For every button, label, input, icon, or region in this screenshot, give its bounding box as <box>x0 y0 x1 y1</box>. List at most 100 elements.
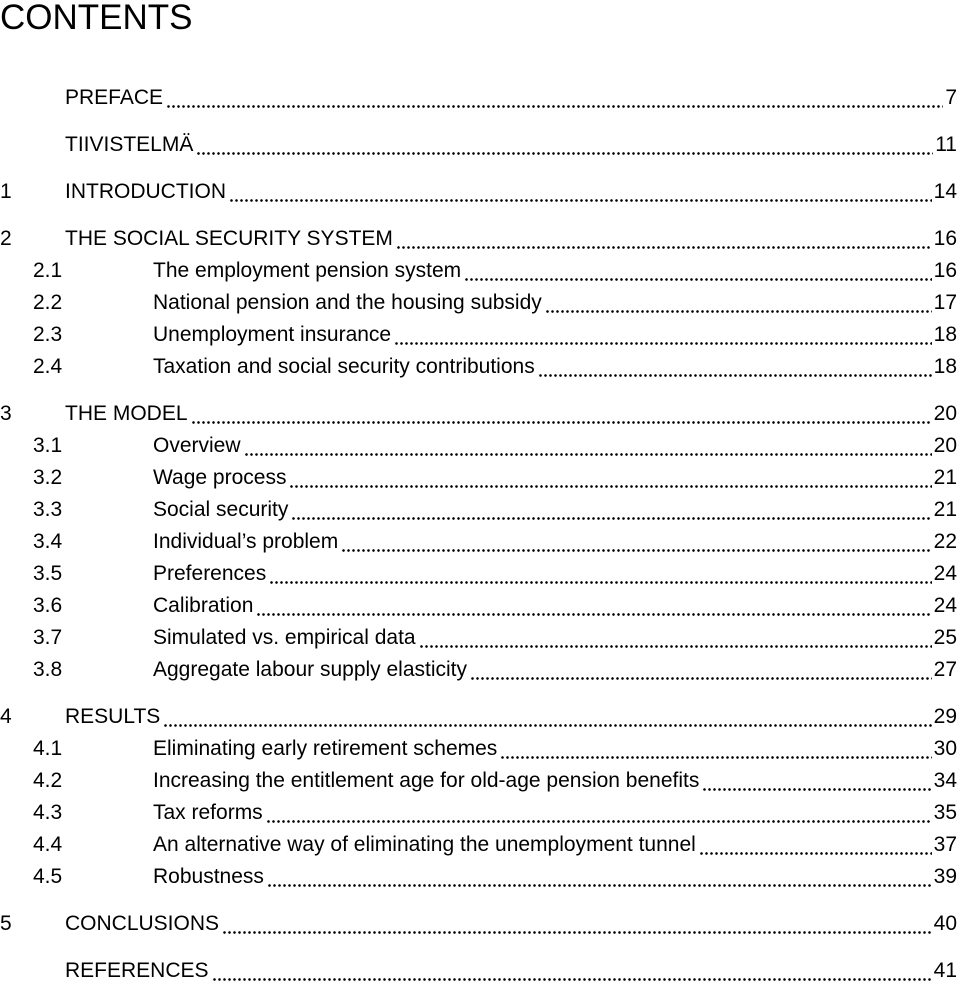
page-number: 21 <box>933 498 957 521</box>
entry-number: 3.8 <box>33 658 63 681</box>
entry-title: REFERENCES <box>65 959 209 982</box>
entry-title: Calibration <box>153 594 254 617</box>
dot-leader <box>464 278 932 281</box>
dot-leader <box>265 820 932 823</box>
dot-leader <box>470 677 932 680</box>
toc-section: 3.6 Calibration 24 <box>0 594 957 622</box>
entry-title: Tax reforms <box>153 801 263 824</box>
entry-title: National pension and the housing subsidy <box>153 291 542 314</box>
entry-title: Wage process <box>153 466 287 489</box>
toc-entry: 4 RESULTS 29 <box>0 705 957 733</box>
toc-entry: 5 CONCLUSIONS 40 <box>0 912 957 940</box>
entry-number: 2.2 <box>33 291 63 314</box>
toc-entry: PREFACE 7 <box>0 86 957 114</box>
page-number: 17 <box>933 291 957 314</box>
toc-section: 2.3 Unemployment insurance 18 <box>0 323 957 351</box>
entry-number: 3.5 <box>33 562 63 585</box>
toc-section: 3.1 Overview 20 <box>0 434 957 462</box>
toc-section: 3.4 Individual’s problem 22 <box>0 530 957 558</box>
toc-section: 3.8 Aggregate labour supply elasticity 27 <box>0 658 957 686</box>
entry-number: 4.3 <box>33 801 63 824</box>
entry-number: 3.2 <box>33 466 63 489</box>
page-number: 22 <box>933 530 957 553</box>
toc-section: 4.3 Tax reforms 35 <box>0 801 957 829</box>
dot-leader <box>166 105 944 108</box>
page-number: 34 <box>933 769 957 792</box>
page-number: 37 <box>933 833 957 856</box>
entry-number: 3.4 <box>33 530 63 553</box>
toc-section: 3.7 Simulated vs. empirical data 25 <box>0 626 957 654</box>
dot-leader <box>222 931 932 934</box>
dot-leader <box>196 152 934 155</box>
toc-section: 4.1 Eliminating early retirement schemes 3… <box>0 737 957 765</box>
toc-entry: 3 THE MODEL 20 <box>0 402 957 430</box>
page-number: 16 <box>933 227 957 250</box>
dot-leader <box>544 310 932 313</box>
dot-leader <box>289 485 932 488</box>
entry-title: Increasing the entitlement age for old-a… <box>153 769 700 792</box>
page-number: 35 <box>933 801 957 824</box>
toc-entry: REFERENCES 41 <box>0 959 957 987</box>
entry-number: 4.2 <box>33 769 63 792</box>
entry-number: 4 <box>0 705 12 728</box>
dot-leader <box>163 724 932 727</box>
toc-section: 3.5 Preferences 24 <box>0 562 957 590</box>
entry-title: TIIVISTELMÄ <box>65 133 194 156</box>
dot-leader <box>266 884 932 887</box>
page-number: 14 <box>933 180 957 203</box>
page-number: 41 <box>933 959 957 982</box>
toc-entry: 2 THE SOCIAL SECURITY SYSTEM 16 <box>0 227 957 255</box>
toc-section: 3.2 Wage process 21 <box>0 466 957 494</box>
entry-title: INTRODUCTION <box>65 180 226 203</box>
page-number: 7 <box>945 86 957 109</box>
entry-title: Individual’s problem <box>153 530 339 553</box>
page-number: 18 <box>933 323 957 346</box>
entry-title: Preferences <box>153 562 267 585</box>
page-number: 11 <box>935 133 957 156</box>
entry-title: THE MODEL <box>65 402 188 425</box>
toc-section: 2.4 Taxation and social security contribu… <box>0 355 957 383</box>
entry-number: 1 <box>0 180 12 203</box>
toc-section: 4.2 Increasing the entitlement age for ol… <box>0 769 957 797</box>
toc-entry: 1 INTRODUCTION 14 <box>0 180 957 208</box>
entry-title: THE SOCIAL SECURITY SYSTEM <box>65 227 393 250</box>
dot-leader <box>269 581 932 584</box>
page-number: 24 <box>933 562 957 585</box>
page-number: 40 <box>933 912 957 935</box>
entry-number: 4.5 <box>33 865 63 888</box>
entry-number: 3 <box>0 402 12 425</box>
dot-leader <box>341 549 932 552</box>
toc-section: 2.2 National pension and the housing subs… <box>0 291 957 319</box>
toc-section: 2.1 The employment pension system 16 <box>0 259 957 287</box>
contents-title: CONTENTS <box>0 0 193 37</box>
page-number: 20 <box>933 434 957 457</box>
dot-leader <box>702 788 932 791</box>
toc-section: 4.4 An alternative way of eliminating the… <box>0 833 957 861</box>
entry-title: Unemployment insurance <box>153 323 392 346</box>
entry-title: CONCLUSIONS <box>65 912 220 935</box>
page-number: 16 <box>933 259 957 282</box>
dot-leader <box>418 645 932 648</box>
dot-leader <box>537 374 932 377</box>
page-number: 39 <box>933 865 957 888</box>
entry-number: 2.1 <box>33 259 63 282</box>
dot-leader <box>229 199 932 202</box>
entry-title: The employment pension system <box>153 259 462 282</box>
entry-title: Eliminating early retirement schemes <box>153 737 498 760</box>
dot-leader <box>394 342 932 345</box>
page-number: 18 <box>933 355 957 378</box>
entry-title: Robustness <box>153 865 264 888</box>
entry-number: 2.3 <box>33 323 63 346</box>
dot-leader <box>256 613 932 616</box>
toc-entry: TIIVISTELMÄ 11 <box>0 133 957 161</box>
dot-leader <box>500 756 932 759</box>
entry-title: RESULTS <box>65 705 161 728</box>
entry-number: 3.6 <box>33 594 63 617</box>
entry-number: 4.1 <box>33 737 63 760</box>
entry-number: 3.1 <box>33 434 63 457</box>
toc-section: 4.5 Robustness 39 <box>0 865 957 893</box>
page-number: 29 <box>933 705 957 728</box>
entry-title: Simulated vs. empirical data <box>153 626 416 649</box>
entry-title: Aggregate labour supply elasticity <box>153 658 468 681</box>
